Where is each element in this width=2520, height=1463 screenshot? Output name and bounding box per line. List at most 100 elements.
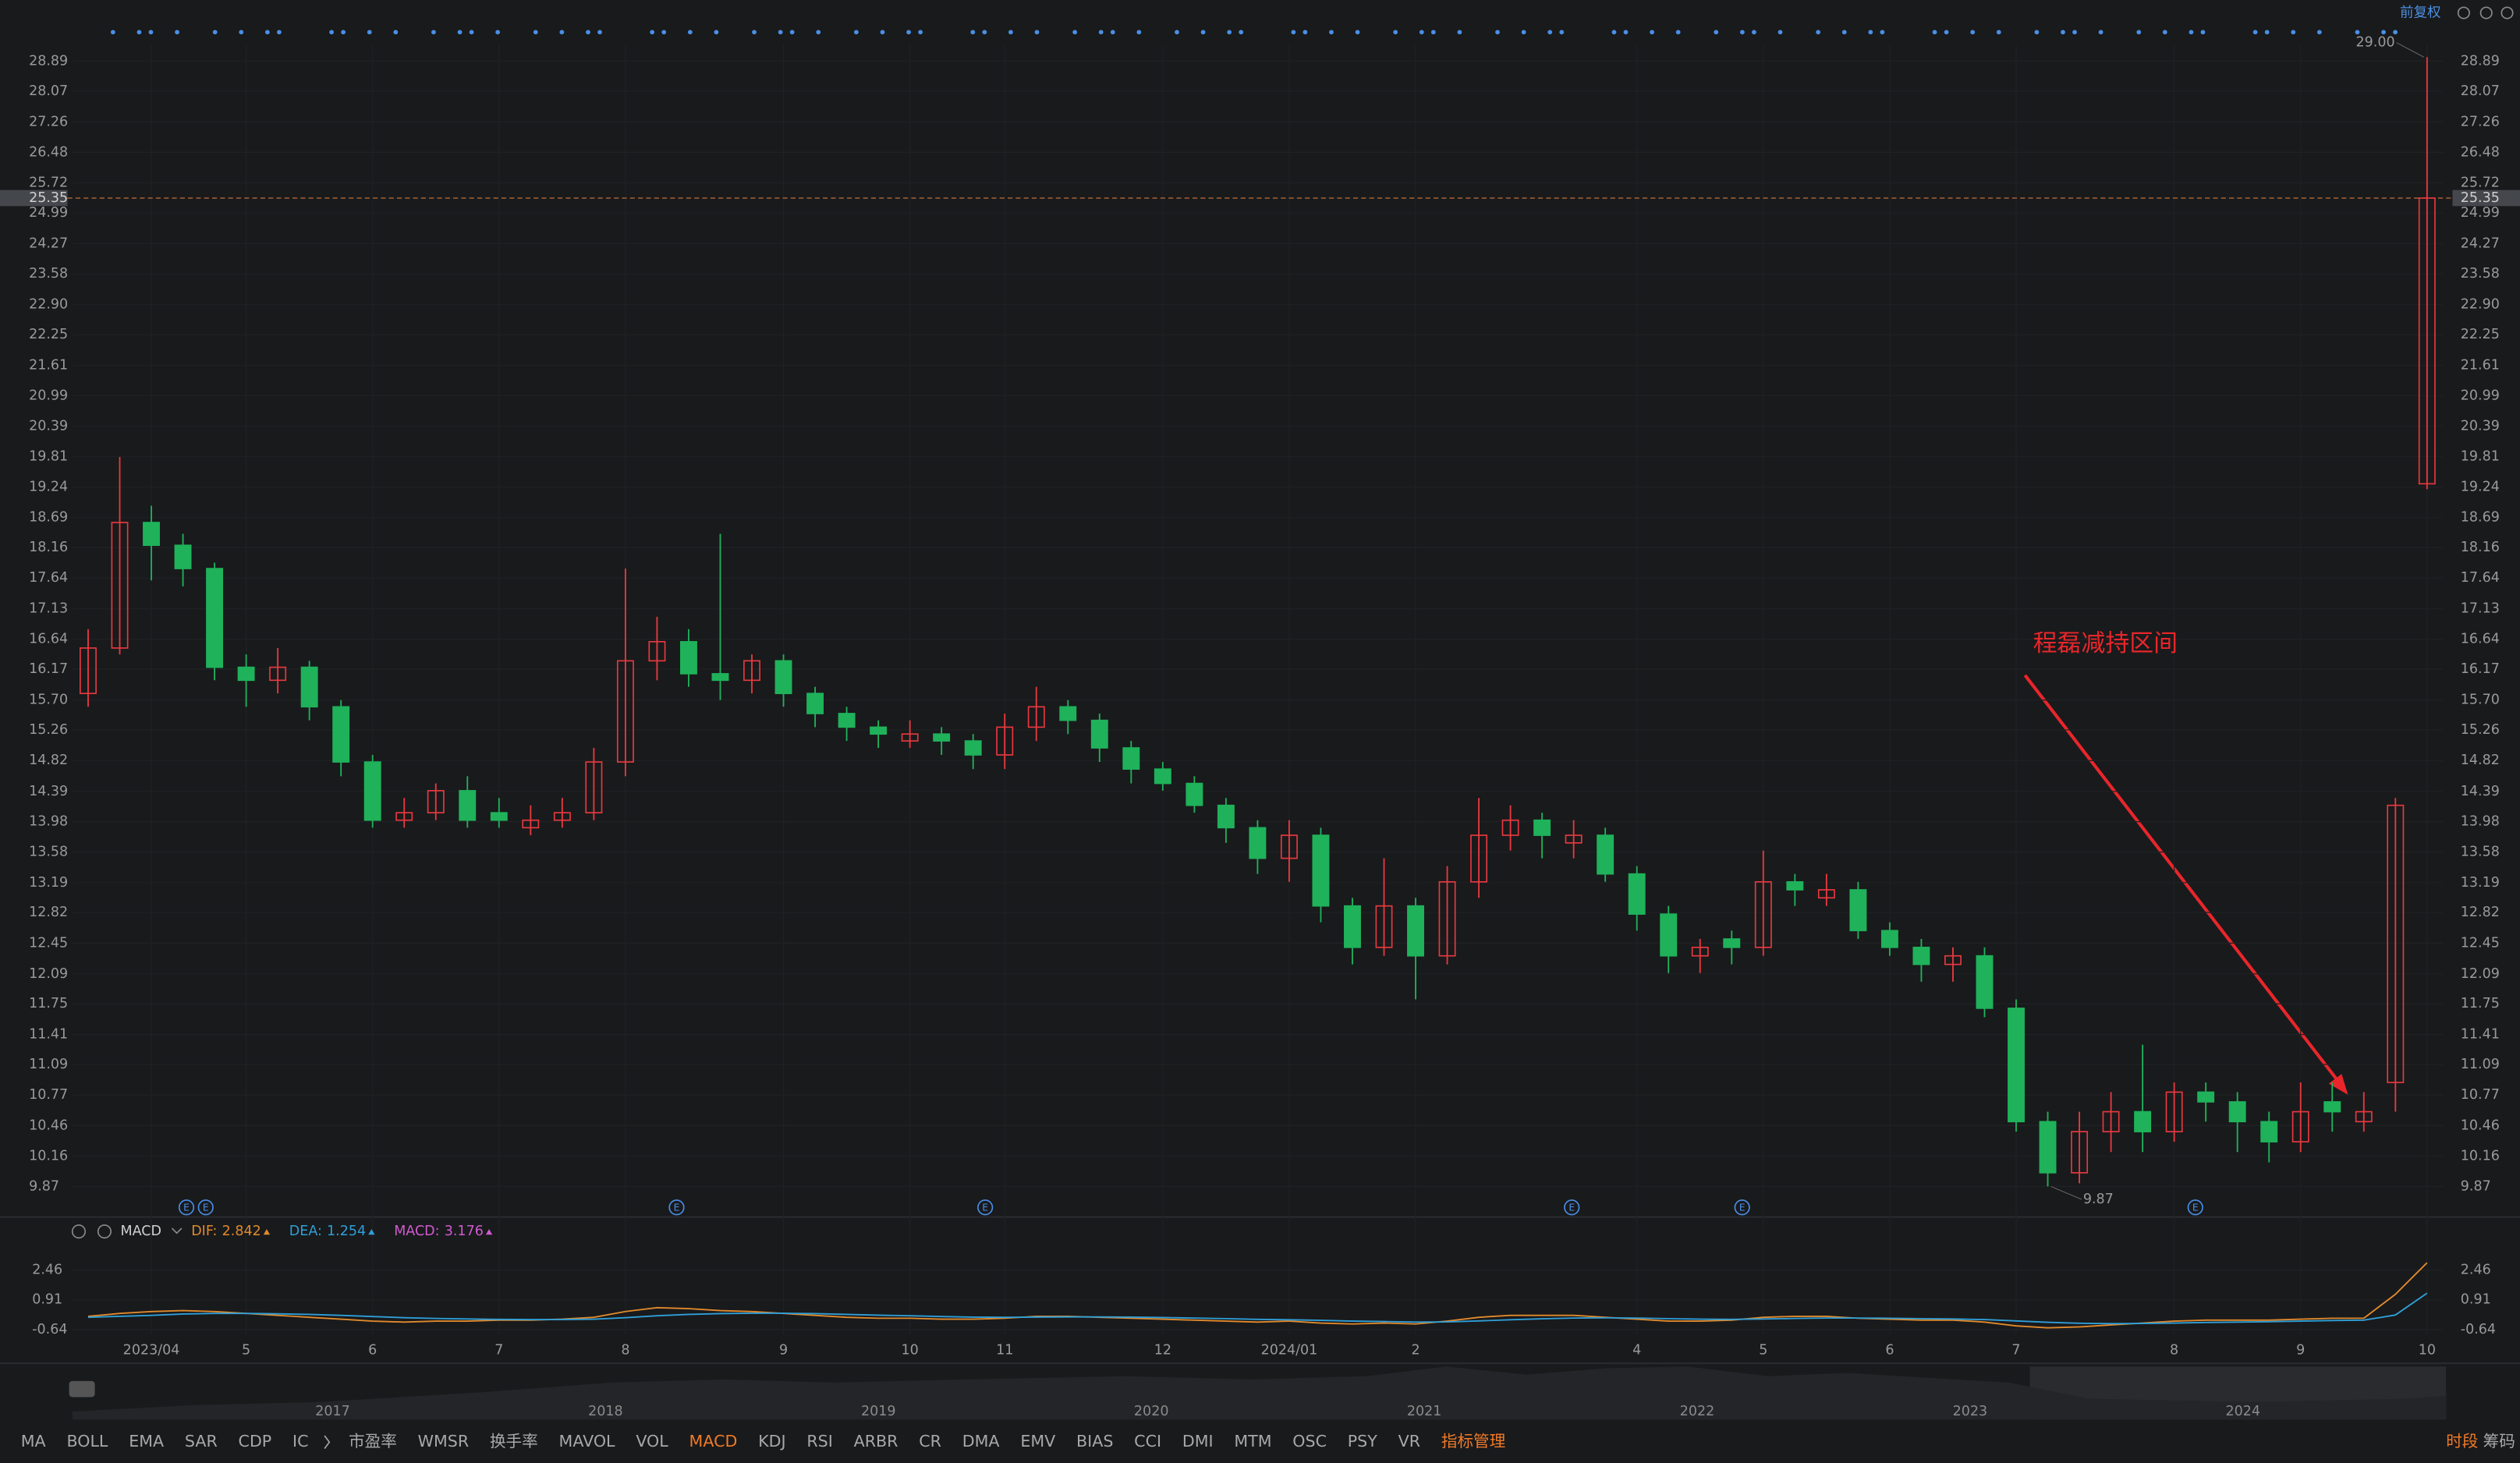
y-tick-label: 11.41 xyxy=(29,1027,68,1043)
candle-body xyxy=(901,733,919,742)
event-dot xyxy=(2072,30,2077,35)
event-dot xyxy=(1816,30,1821,35)
event-icon xyxy=(668,1199,685,1216)
indicator-tab[interactable]: CCI xyxy=(1134,1432,1161,1451)
side-tab[interactable]: 时段 xyxy=(2446,1432,2478,1451)
indicator-tab[interactable]: SAR xyxy=(185,1432,218,1451)
candle-body xyxy=(2039,1121,2057,1174)
legend-name: DIF: xyxy=(191,1224,217,1239)
x-tick-label: 12 xyxy=(1154,1343,1171,1358)
candle-body xyxy=(1090,719,1108,749)
indicator-tab[interactable]: RSI xyxy=(806,1432,832,1451)
y-tick-label: 17.13 xyxy=(29,601,68,617)
indicator-tab[interactable]: DMI xyxy=(1182,1432,1214,1451)
event-dot xyxy=(1457,30,1462,35)
event-dot xyxy=(2252,30,2258,35)
event-dot xyxy=(1291,30,1296,35)
y-tick-label-right: 9.87 xyxy=(2461,1178,2491,1194)
indicator-tab[interactable]: 市盈率 xyxy=(349,1432,397,1451)
candle-body xyxy=(1533,819,1551,836)
indicator-tab[interactable]: EMA xyxy=(129,1432,164,1451)
adjust-toggle[interactable]: 前复权 xyxy=(2400,5,2440,20)
y-tick-label-right: 11.75 xyxy=(2461,996,2500,1011)
y-tick-label-right: 21.61 xyxy=(2461,357,2500,373)
y-tick-label: 15.26 xyxy=(29,722,68,738)
indicator-tab[interactable]: MAVOL xyxy=(559,1432,616,1451)
indicator-tab[interactable]: ARBR xyxy=(854,1432,898,1451)
y-tick-label: 14.39 xyxy=(29,784,68,799)
y-tick-label-right: 13.98 xyxy=(2461,814,2500,830)
indicator-tab[interactable]: BIAS xyxy=(1076,1432,1113,1451)
indicator-tab[interactable]: DMA xyxy=(962,1432,1000,1451)
indicator-tab[interactable]: IC xyxy=(292,1432,308,1451)
candle-body xyxy=(300,666,318,708)
event-dot xyxy=(1227,30,1232,35)
y-tick-label: 14.82 xyxy=(29,753,68,768)
event-dot xyxy=(2291,30,2296,35)
event-dot xyxy=(2061,30,2065,35)
candle-body xyxy=(553,812,571,821)
indicator-tab[interactable]: MA xyxy=(21,1432,46,1451)
candle-body xyxy=(2323,1101,2341,1113)
side-tab[interactable]: 筹码 xyxy=(2483,1432,2515,1451)
event-dot xyxy=(1675,30,1681,35)
max-price-label: 29.00 xyxy=(2356,35,2395,51)
event-dot xyxy=(1996,30,2001,35)
indicator-tab[interactable]: EMV xyxy=(1020,1432,1055,1451)
indicator-tab[interactable]: OSC xyxy=(1292,1432,1327,1451)
event-dot xyxy=(789,30,795,35)
navigator-handle[interactable] xyxy=(69,1380,95,1397)
indicator-tab[interactable]: CDP xyxy=(239,1432,272,1451)
indicator-tab[interactable]: MTM xyxy=(1234,1432,1271,1451)
x-tick-label: 11 xyxy=(996,1343,1013,1358)
y-tick-label: 10.16 xyxy=(29,1149,68,1164)
macd-controls[interactable] xyxy=(71,1224,183,1239)
macd-line xyxy=(87,1262,2428,1329)
event-dot xyxy=(1547,30,1553,35)
y-tick-label: 21.61 xyxy=(29,357,68,373)
indicator-tab[interactable]: KDJ xyxy=(758,1432,785,1451)
annotation-text: 程磊减持区间 xyxy=(2033,629,2178,657)
y-tick-label: 28.07 xyxy=(29,83,68,99)
y-tick-label-right: 24.99 xyxy=(2461,205,2500,221)
y-tick-label-right: 18.69 xyxy=(2461,510,2500,526)
y-tick-label: 11.75 xyxy=(29,996,68,1011)
event-icon-letter: E xyxy=(2192,1203,2199,1213)
x-tick-label: 2023/04 xyxy=(123,1343,180,1358)
toolbar-icons xyxy=(2457,6,2514,19)
indicator-tab[interactable]: CR xyxy=(919,1432,941,1451)
event-dot xyxy=(1650,30,1654,35)
indicator-tab[interactable]: WMSR xyxy=(418,1432,470,1451)
y-tick-label-right: 12.45 xyxy=(2461,935,2500,951)
y-tick-label-right: 13.19 xyxy=(2461,875,2500,891)
y-tick-label-right: 22.25 xyxy=(2461,327,2500,342)
event-dot xyxy=(264,30,270,35)
event-dot xyxy=(597,30,602,35)
indicator-tab[interactable]: 换手率 xyxy=(490,1432,538,1451)
x-tick-label: 6 xyxy=(368,1343,377,1358)
y-tick-label-right: 19.24 xyxy=(2461,480,2500,495)
y-tick-label: 12.45 xyxy=(29,935,68,951)
indicator-tab[interactable]: MACD xyxy=(689,1432,738,1451)
indicator-tab[interactable]: BOLL xyxy=(66,1432,108,1451)
indicator-tab[interactable]: VR xyxy=(1398,1432,1420,1451)
event-dot xyxy=(175,30,179,35)
last-price-label-right: 25.35 xyxy=(2461,190,2500,206)
event-dot xyxy=(2162,30,2167,35)
event-dot xyxy=(1739,30,1745,35)
navigator-year: 2023 xyxy=(1953,1404,1988,1419)
event-dot xyxy=(880,30,885,35)
indicator-tab[interactable]: PSY xyxy=(1348,1432,1378,1451)
x-tick-label: 7 xyxy=(2011,1343,2020,1358)
event-dot xyxy=(752,30,757,35)
y-tick-label-right: 15.70 xyxy=(2461,693,2500,708)
event-dot xyxy=(341,30,346,35)
indicator-tab[interactable]: VOL xyxy=(636,1432,668,1451)
y-tick-label: 13.98 xyxy=(29,814,68,830)
candle-body xyxy=(1312,834,1330,907)
indicator-tab[interactable]: 指标管理 xyxy=(1441,1432,1505,1451)
candle-body xyxy=(711,673,729,682)
min-pointer xyxy=(2050,1185,2082,1200)
